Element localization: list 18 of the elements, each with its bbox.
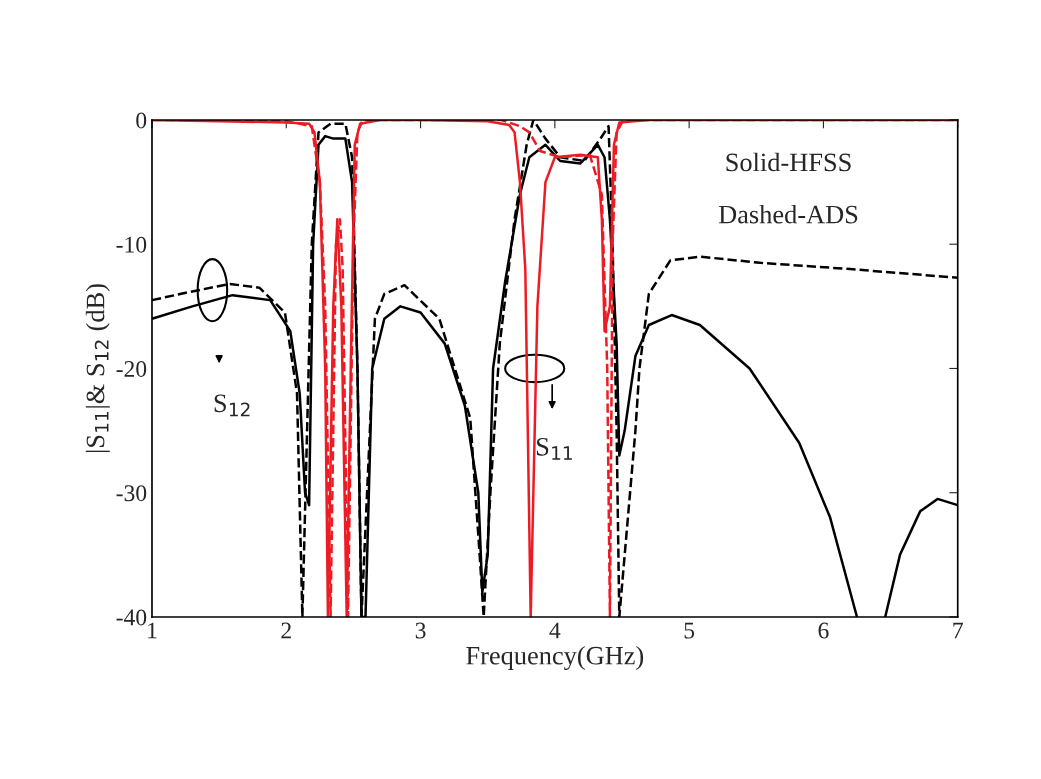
x-tick-label: 2 (281, 622, 291, 639)
y-tick-label: 0 (136, 112, 147, 129)
annotation: S$_{12}$ (214, 394, 250, 417)
x-tick-label: 5 (684, 622, 695, 639)
y-tick-label: -10 (116, 236, 147, 253)
y-tick-label: -40 (116, 609, 147, 626)
annotation: S$_{11}$ (536, 437, 572, 460)
x-tick-label: 3 (415, 622, 426, 639)
y-axis-title: |S$_{11}$|& S$_{12}$ (dB) (85, 284, 110, 452)
x-tick-label: 4 (549, 622, 561, 639)
x-tick-label: 7 (953, 622, 963, 639)
x-tick-label: 6 (818, 622, 829, 639)
y-tick-label: -30 (116, 485, 147, 502)
annotation: Solid-HFSS (726, 152, 851, 172)
x-axis-title: Frequency(GHz) (466, 646, 644, 671)
x-tick-label: 1 (148, 622, 157, 639)
y-tick-label: -20 (116, 360, 147, 377)
annotation: Dashed-ADS (718, 204, 858, 224)
